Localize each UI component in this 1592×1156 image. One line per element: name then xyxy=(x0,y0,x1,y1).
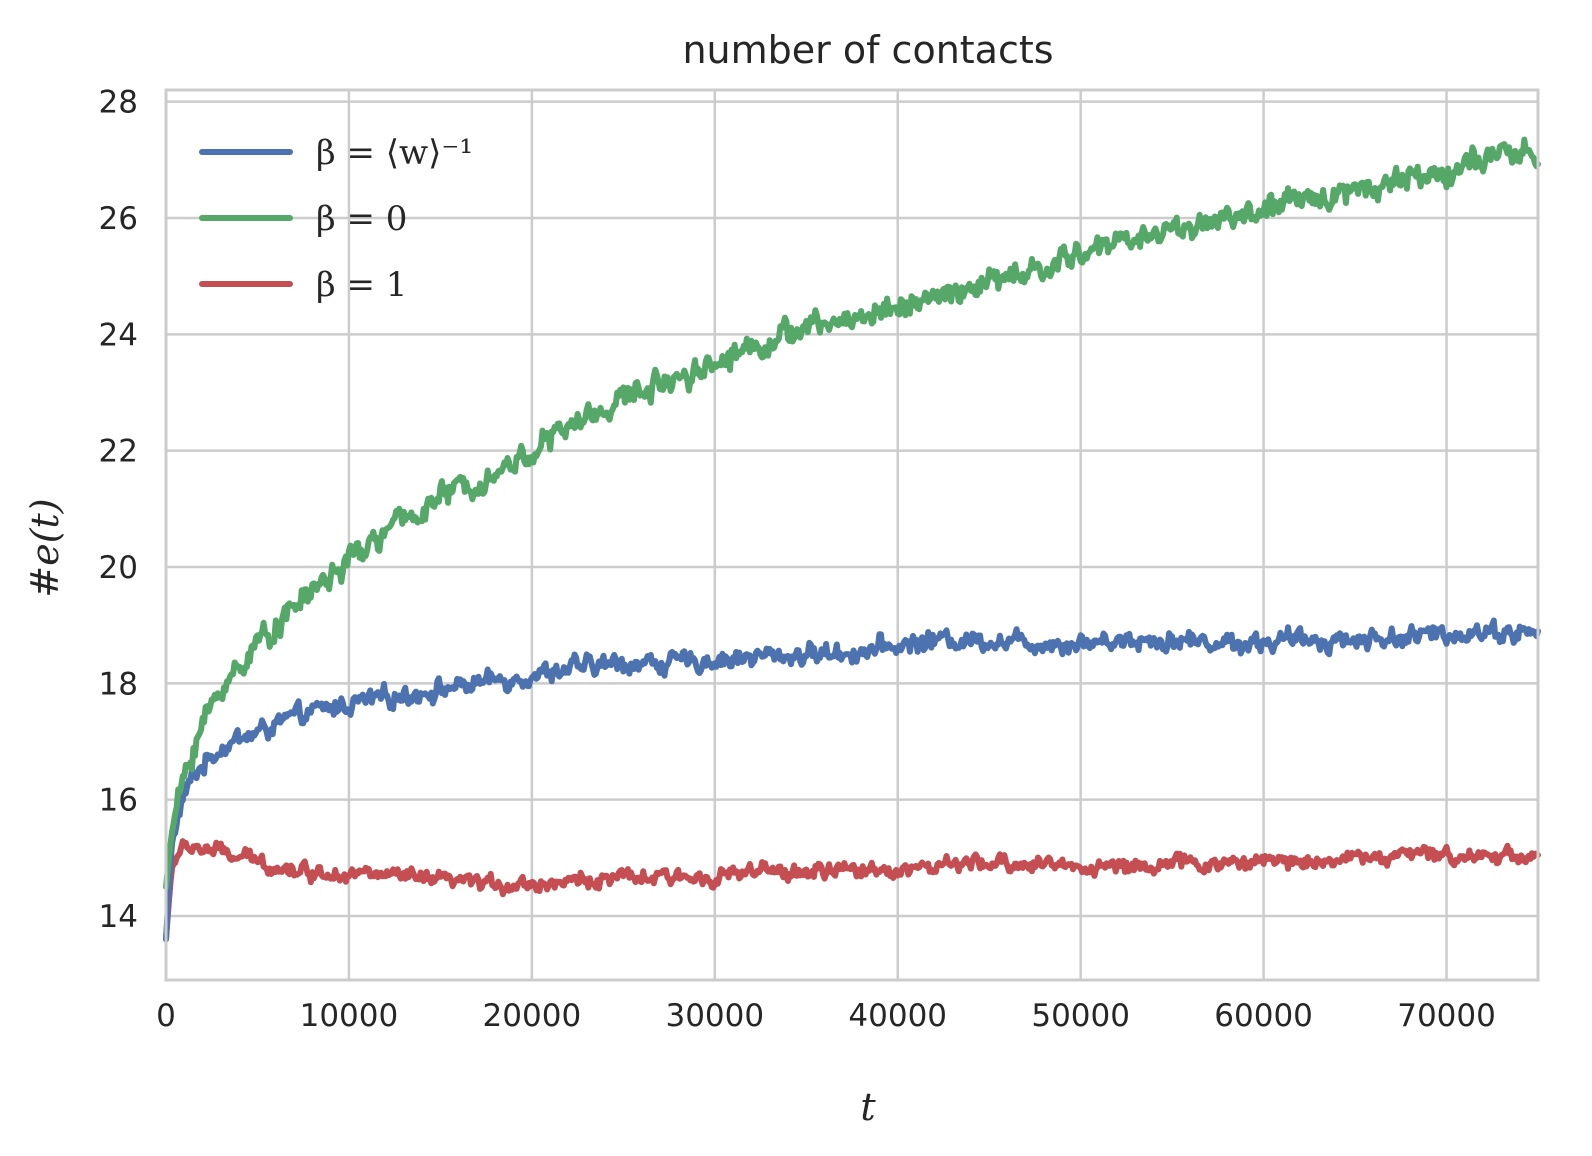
tick-labels: 0 10000 20000 30000 40000 50000 60000 70000 14 16… xyxy=(99,85,1496,1034)
plot-area xyxy=(166,90,1538,980)
grid xyxy=(164,90,1538,980)
series-line-2 xyxy=(163,136,1541,890)
y-tick-label: 24 xyxy=(99,317,138,353)
x-tick-label: 50000 xyxy=(1031,998,1130,1034)
y-tick-label: 20 xyxy=(99,550,138,586)
y-tick-label: 28 xyxy=(99,85,138,121)
y-axis-label: #e(t) xyxy=(23,498,67,597)
plot-frame xyxy=(164,88,1540,982)
x-tick-label: 60000 xyxy=(1214,998,1313,1034)
legend-label: β = 0 xyxy=(316,199,407,239)
x-tick-label: 30000 xyxy=(665,998,764,1034)
x-tick-label: 10000 xyxy=(300,998,399,1034)
y-tick-label: 16 xyxy=(99,783,138,819)
y-tick-label: 14 xyxy=(99,899,138,935)
y-tick-label: 18 xyxy=(99,666,138,702)
x-axis-label: t xyxy=(860,1085,876,1129)
chart-title: number of contacts xyxy=(682,28,1053,72)
x-tick-label: 70000 xyxy=(1397,998,1496,1034)
x-tick-label: 0 xyxy=(156,998,176,1034)
legend: β = ⟨w⟩⁻¹ β = 0 β = 1 xyxy=(199,133,473,305)
y-tick-label: 22 xyxy=(99,434,138,470)
series-line-3 xyxy=(163,838,1541,943)
series-line-1 xyxy=(163,617,1541,943)
legend-label: β = ⟨w⟩⁻¹ xyxy=(316,133,473,173)
x-tick-label: 20000 xyxy=(483,998,582,1034)
series-layer xyxy=(163,136,1541,943)
legend-label: β = 1 xyxy=(316,265,407,305)
x-tick-label: 40000 xyxy=(848,998,947,1034)
y-tick-label: 26 xyxy=(99,201,138,237)
